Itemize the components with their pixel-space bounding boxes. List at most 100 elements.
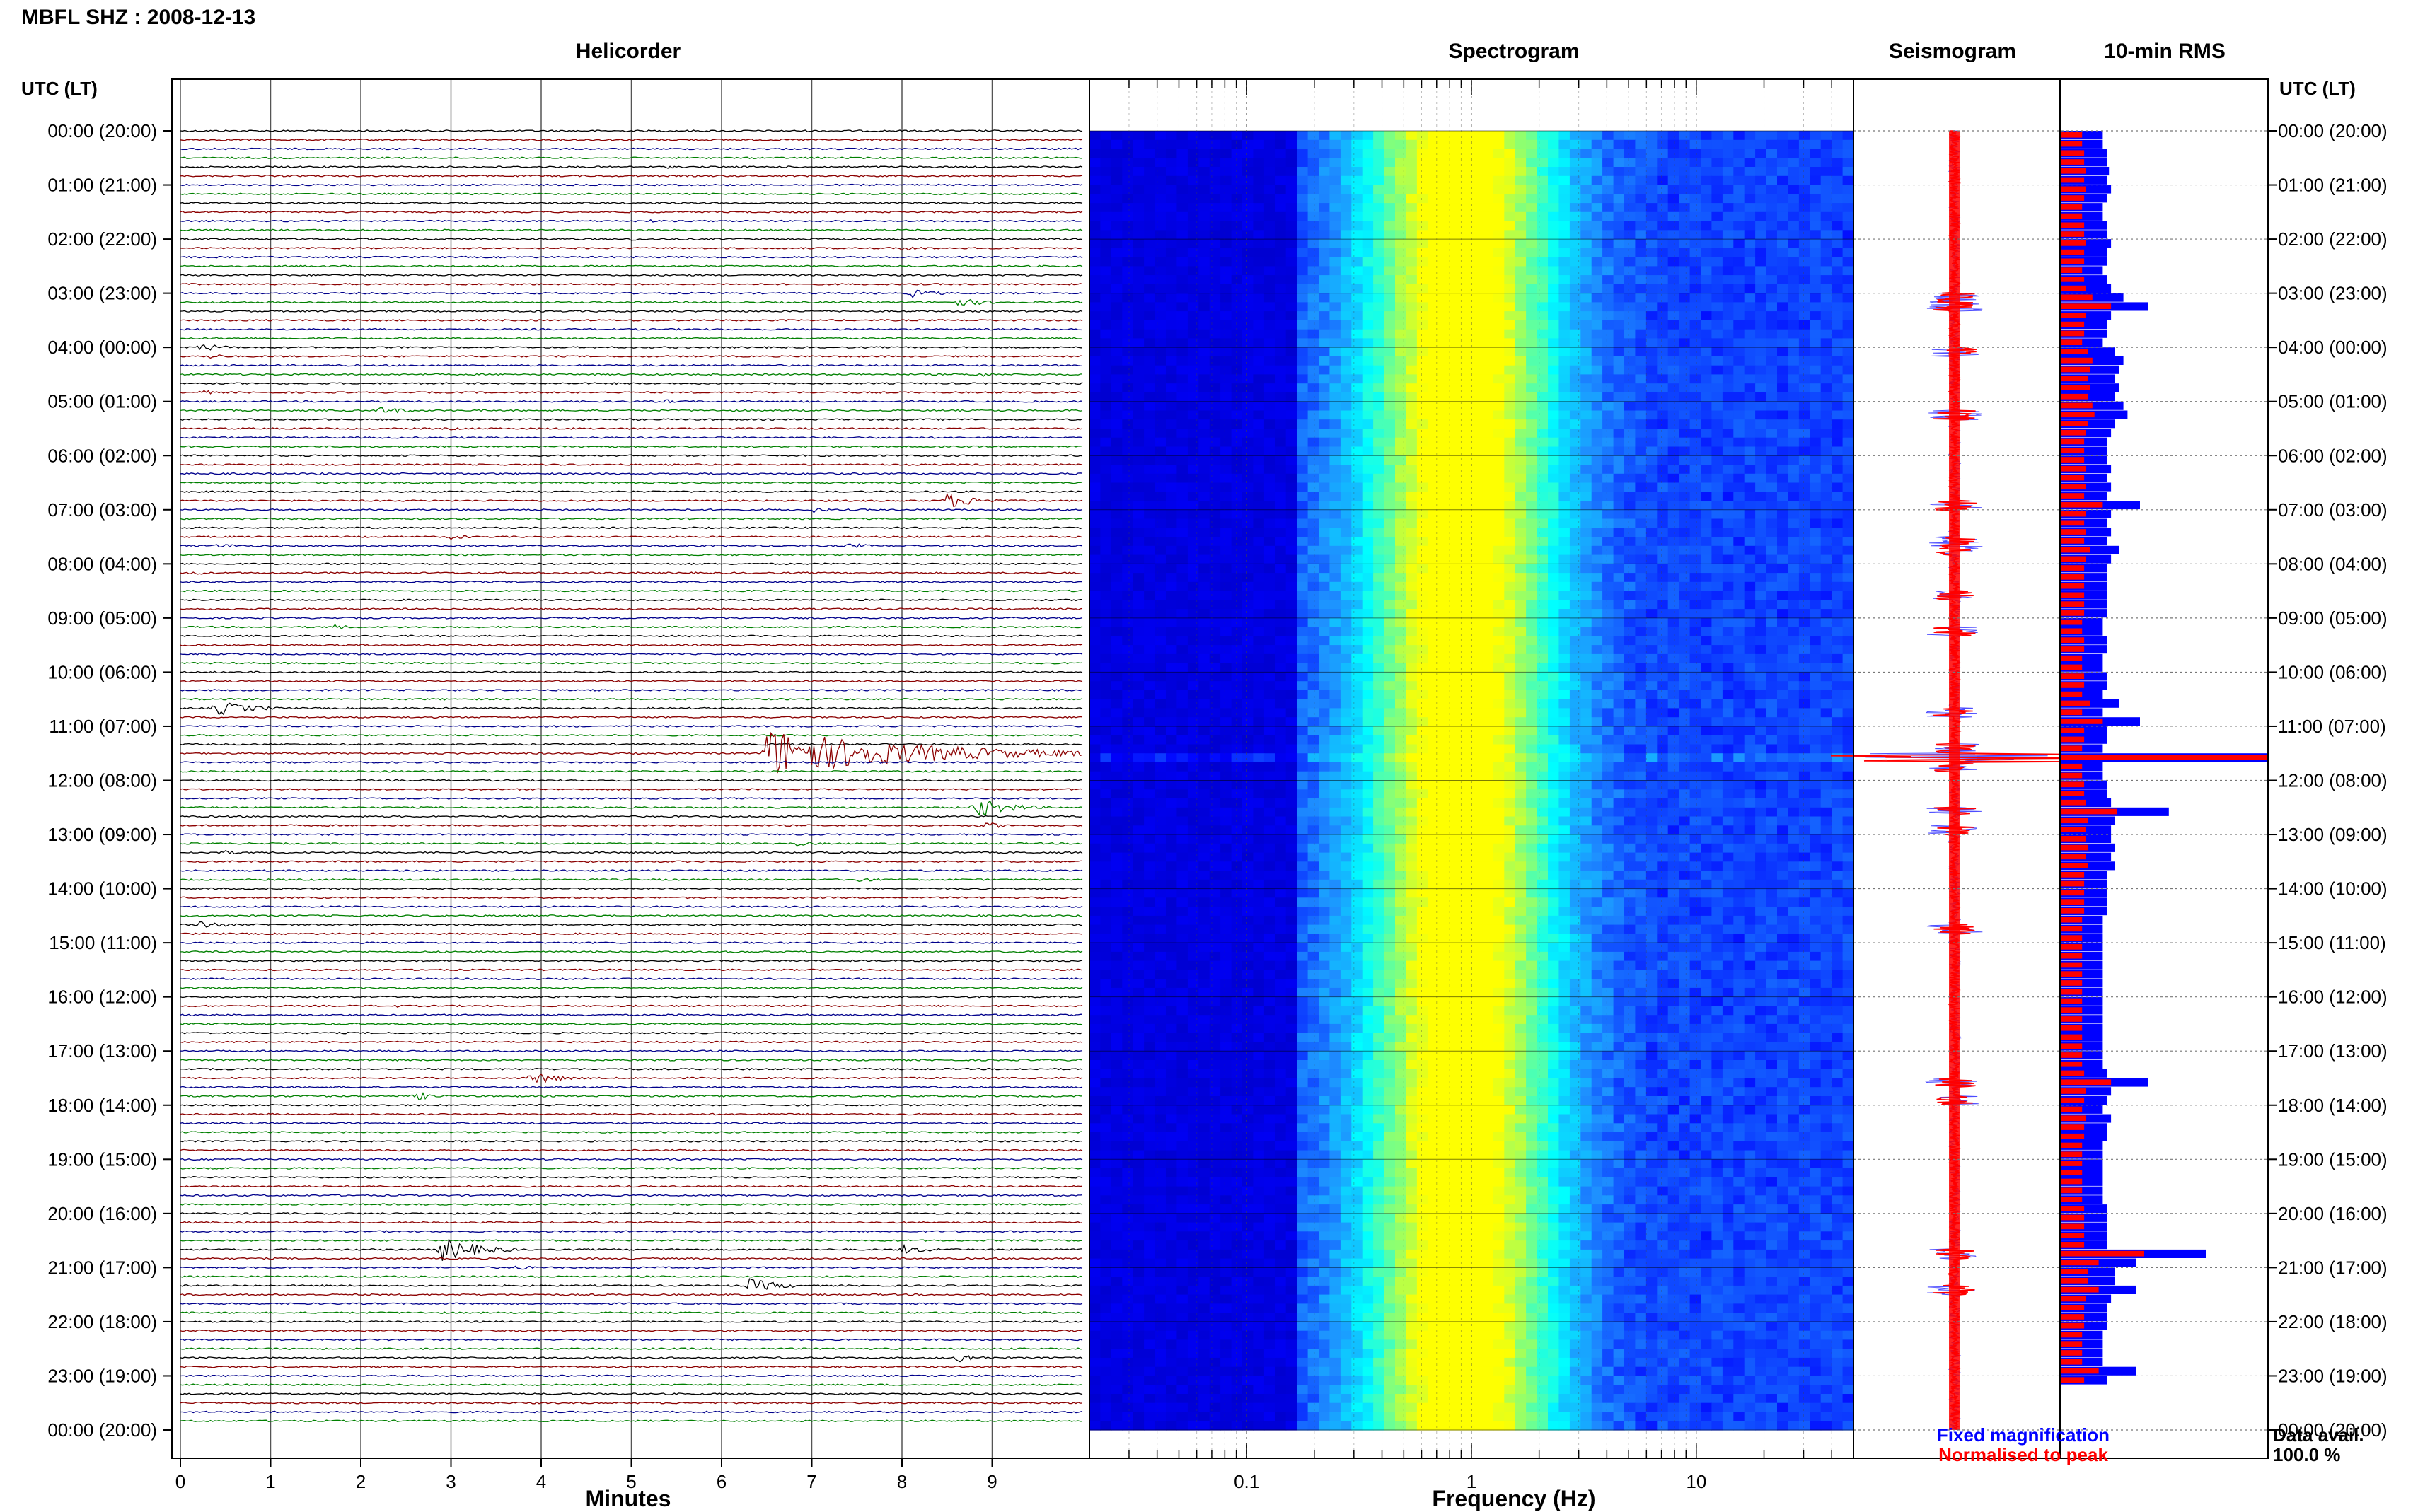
- spectrogram-cell: [1285, 509, 1297, 520]
- spectrogram-cell: [1297, 221, 1309, 231]
- spectrogram-cell: [1657, 509, 1669, 520]
- spectrogram-cell: [1406, 248, 1418, 258]
- helicorder-trace: [180, 1185, 1083, 1188]
- spectrogram-cell: [1416, 365, 1428, 376]
- spectrogram-cell: [1504, 473, 1516, 484]
- spectrogram-cell: [1722, 509, 1734, 520]
- spectrogram-cell: [1340, 609, 1352, 619]
- minute-tick-label: 7: [806, 1471, 816, 1492]
- spectrogram-cell: [1515, 446, 1527, 456]
- spectrogram-cell: [1176, 564, 1188, 574]
- spectrogram-cell: [1395, 690, 1406, 700]
- spectrogram-cell: [1395, 139, 1406, 150]
- spectrogram-cell: [1711, 690, 1723, 700]
- spectrogram-cell: [1209, 690, 1221, 700]
- spectrogram-cell: [1285, 600, 1297, 610]
- spectrogram-cell: [1242, 194, 1254, 204]
- spectrogram-cell: [1515, 744, 1527, 754]
- spectrogram-cell: [1755, 203, 1767, 213]
- spectrogram-cell: [1111, 726, 1123, 736]
- spectrogram-cell: [1755, 211, 1767, 222]
- spectrogram-cell: [1569, 744, 1581, 754]
- spectrogram-cell: [1777, 600, 1788, 610]
- spectrogram-cell: [1242, 347, 1254, 357]
- spectrogram-cell: [1810, 410, 1822, 420]
- spectrogram-cell: [1537, 203, 1549, 213]
- spectrogram-cell: [1679, 158, 1691, 168]
- spectrogram-cell: [1504, 194, 1516, 204]
- spectrogram-cell: [1580, 663, 1592, 673]
- spectrogram-cell: [1711, 600, 1723, 610]
- spectrogram-cell: [1689, 591, 1701, 600]
- spectrogram-cell: [1351, 617, 1363, 628]
- spectrogram-cell: [1351, 230, 1363, 240]
- spectrogram-cell: [1428, 465, 1440, 475]
- spectrogram-cell: [1504, 663, 1516, 673]
- spectrogram-cell: [1122, 492, 1134, 501]
- spectrogram-cell: [1526, 645, 1538, 655]
- spectrogram-cell: [1569, 437, 1581, 448]
- spectrogram-cell: [1450, 699, 1462, 709]
- helicorder-trace: [180, 354, 1083, 359]
- spectrogram-cell: [1428, 717, 1440, 727]
- spectrogram-cell: [1329, 293, 1341, 303]
- spectrogram-cell: [1384, 383, 1396, 393]
- spectrogram-cell: [1526, 194, 1538, 204]
- spectrogram-cell: [1810, 275, 1822, 285]
- spectrogram-cell: [1384, 257, 1396, 267]
- spectrogram-cell: [1569, 230, 1581, 240]
- spectrogram-cell: [1820, 383, 1832, 393]
- spectrogram-cell: [1832, 501, 1844, 511]
- spectrogram-cell: [1471, 501, 1483, 511]
- spectrogram-cell: [1755, 437, 1767, 448]
- spectrogram-cell: [1176, 356, 1188, 366]
- spectrogram-cell: [1722, 717, 1734, 727]
- spectrogram-cell: [1198, 744, 1210, 754]
- spectrogram-cell: [1667, 473, 1679, 484]
- spectrogram-cell: [1460, 320, 1472, 330]
- spectrogram-cell: [1722, 627, 1734, 636]
- spectrogram-cell: [1722, 437, 1734, 448]
- spectrogram-cell: [1406, 284, 1418, 294]
- spectrogram-cell: [1711, 239, 1723, 249]
- spectrogram-cell: [1515, 248, 1527, 258]
- spectrogram-cell: [1624, 690, 1636, 700]
- spectrogram-cell: [1515, 690, 1527, 700]
- spectrogram-cell: [1166, 320, 1177, 330]
- spectrogram-cell: [1548, 211, 1559, 222]
- spectrogram-cell: [1515, 211, 1527, 222]
- spectrogram-cell: [1820, 581, 1832, 592]
- spectrogram-cell: [1798, 284, 1810, 294]
- spectrogram-cell: [1613, 131, 1625, 141]
- spectrogram-cell: [1679, 473, 1691, 484]
- spectrogram-cell: [1166, 230, 1177, 240]
- spectrogram-cell: [1777, 717, 1788, 727]
- spectrogram-cell: [1624, 284, 1636, 294]
- spectrogram-cell: [1416, 293, 1428, 303]
- spectrogram-cell: [1438, 149, 1450, 158]
- spectrogram-cell: [1406, 429, 1418, 438]
- spectrogram-cell: [1798, 356, 1810, 366]
- spectrogram-cell: [1624, 492, 1636, 501]
- spectrogram-cell: [1493, 203, 1505, 213]
- spectrogram-cell: [1635, 149, 1647, 158]
- spectrogram-cell: [1635, 401, 1647, 412]
- spectrogram-cell: [1416, 266, 1428, 276]
- spectrogram-cell: [1100, 139, 1112, 150]
- spectrogram-cell: [1526, 600, 1538, 610]
- spectrogram-cell: [1428, 284, 1440, 294]
- spectrogram-cell: [1504, 717, 1516, 727]
- spectrogram-cell: [1438, 591, 1450, 600]
- spectrogram-cell: [1667, 672, 1679, 682]
- spectrogram-cell: [1580, 573, 1592, 583]
- spectrogram-cell: [1155, 744, 1167, 754]
- spectrogram-cell: [1450, 365, 1462, 376]
- spectrogram-cell: [1362, 131, 1374, 141]
- spectrogram-cell: [1263, 636, 1275, 646]
- spectrogram-cell: [1263, 429, 1275, 438]
- spectrogram-cell: [1832, 537, 1844, 547]
- spectrogram-cell: [1263, 419, 1275, 429]
- spectrogram-cell: [1089, 690, 1101, 700]
- spectrogram-cell: [1657, 455, 1669, 465]
- spectrogram-cell: [1820, 175, 1832, 186]
